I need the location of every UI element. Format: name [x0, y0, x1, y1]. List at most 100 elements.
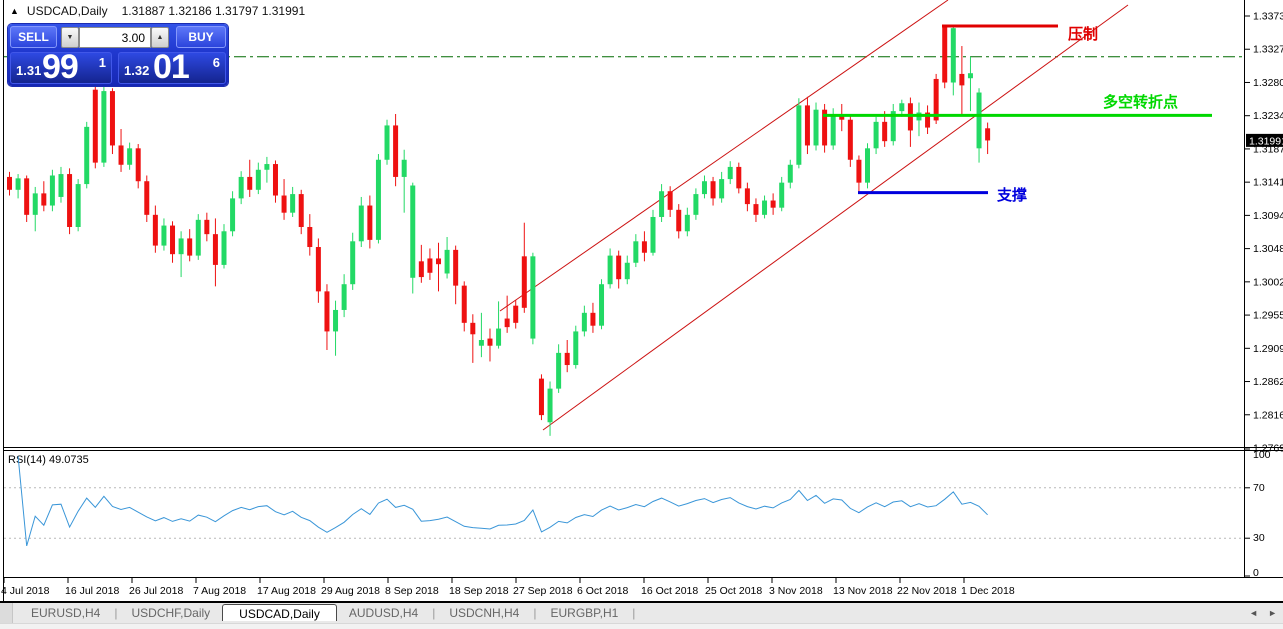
tab-eurgbp-h1[interactable]: EURGBP,H1	[550, 606, 619, 620]
price-axis-label: 1.29090	[1253, 343, 1283, 355]
candle	[564, 352, 570, 366]
candle	[839, 114, 845, 120]
volume-input[interactable]	[79, 27, 151, 48]
candle	[985, 128, 991, 141]
candle	[298, 194, 304, 227]
candle	[341, 284, 347, 310]
candle	[762, 200, 768, 215]
support-label[interactable]: 支撑	[996, 186, 1027, 204]
candle	[221, 231, 227, 265]
candle	[7, 176, 12, 190]
time-axis-label: 26 Jul 2018	[129, 585, 183, 597]
candle	[616, 255, 622, 280]
candle	[212, 234, 218, 265]
expand-arrow-icon[interactable]: ▲	[10, 6, 19, 16]
candle	[478, 340, 484, 346]
time-axis-label: 4 Jul 2018	[1, 585, 50, 597]
candle	[444, 249, 450, 274]
candle	[530, 256, 536, 339]
ask-price-big-digits: 01	[153, 48, 190, 86]
triangle-up-icon: ▲	[156, 34, 164, 41]
candle	[744, 188, 750, 205]
tab-audusd-h4[interactable]: AUDUSD,H4	[348, 606, 419, 620]
candle	[393, 125, 399, 177]
candle	[959, 73, 965, 86]
candle	[427, 258, 433, 273]
sell-button[interactable]: SELL	[10, 26, 57, 48]
bid-price-box[interactable]: 1.31 99 1	[10, 48, 112, 86]
volume-increase-button[interactable]: ▲	[151, 27, 169, 48]
candle	[573, 331, 579, 366]
candle	[204, 219, 210, 235]
candle	[333, 309, 339, 332]
bid-price-pipette: 1	[98, 55, 106, 70]
candle	[15, 178, 21, 190]
candle	[976, 92, 982, 149]
time-axis-label: 13 Nov 2018	[833, 585, 893, 597]
resistance-label[interactable]: 压制	[1068, 25, 1098, 43]
rsi-axis-label: 100	[1253, 449, 1271, 461]
pivot-label[interactable]: 多空转折点	[1103, 93, 1178, 111]
scroll-left-icon[interactable]: ◄	[1249, 608, 1259, 618]
candle	[350, 241, 356, 285]
tab-usdcnh-h4[interactable]: USDCNH,H4	[449, 606, 520, 620]
candle	[195, 219, 201, 256]
rsi-line	[17, 456, 988, 547]
candle	[890, 111, 896, 142]
channel-upper-trendline[interactable]	[499, 0, 949, 312]
candle	[933, 78, 939, 121]
buy-button[interactable]: BUY	[176, 26, 226, 48]
current-price-text: 1.31991	[1249, 135, 1283, 147]
candle	[753, 204, 759, 215]
tab-separator: |	[632, 606, 636, 620]
candle	[281, 195, 287, 213]
candle	[264, 164, 270, 170]
triangle-down-icon: ▼	[66, 34, 74, 41]
chart-ohlc-quotes: 1.31887 1.32186 1.31797 1.31991	[121, 4, 306, 18]
candle	[135, 148, 141, 182]
time-axis-label: 18 Sep 2018	[449, 585, 509, 597]
candle	[684, 214, 690, 232]
tab-usdchf-daily[interactable]: USDCHF,Daily	[131, 606, 211, 620]
volume-decrease-button[interactable]: ▼	[61, 27, 79, 48]
candle	[693, 194, 699, 215]
current-price-badge	[1246, 133, 1283, 147]
candle	[899, 103, 905, 112]
status-strip	[0, 623, 1283, 629]
chart-title-row: ▲ USDCAD,Daily 1.31887 1.32186 1.31797 1…	[10, 3, 305, 19]
bid-price-prefix: 1.31	[16, 63, 42, 78]
time-axis-label: 7 Aug 2018	[193, 585, 246, 597]
candle	[178, 238, 184, 255]
candle	[453, 249, 459, 286]
scroll-right-icon[interactable]: ►	[1268, 608, 1277, 618]
candle	[315, 247, 321, 292]
time-axis-label: 29 Aug 2018	[321, 585, 380, 597]
channel-lower-trendline[interactable]	[542, 4, 1129, 431]
rsi-indicator-label: RSI(14) 49.0735	[8, 454, 89, 466]
tab-separator: |	[432, 606, 436, 620]
candle	[736, 166, 742, 189]
candle	[461, 285, 467, 323]
candle	[49, 175, 55, 206]
candle	[255, 169, 261, 190]
candle	[290, 194, 296, 213]
ask-price-box[interactable]: 1.32 01 6	[118, 48, 226, 86]
tab-eurusd-h4[interactable]: EURUSD,H4	[31, 606, 101, 620]
candle	[822, 109, 828, 146]
candle	[401, 159, 407, 177]
candle	[659, 191, 665, 217]
time-axis-label: 6 Oct 2018	[577, 585, 629, 597]
rsi-axis-label: 30	[1253, 532, 1265, 544]
candle	[701, 181, 707, 195]
time-axis-label: 17 Aug 2018	[257, 585, 316, 597]
candle	[152, 214, 158, 246]
candle	[779, 182, 785, 208]
price-axis-label: 1.30020	[1253, 276, 1283, 288]
price-axis-label: 1.29550	[1253, 310, 1283, 322]
candle	[967, 73, 973, 79]
tab-usdcad-daily-active[interactable]: USDCAD,Daily	[222, 604, 337, 621]
price-axis-label: 1.27690	[1253, 443, 1283, 455]
tab-bar-edge	[0, 603, 13, 623]
candle	[865, 148, 870, 183]
